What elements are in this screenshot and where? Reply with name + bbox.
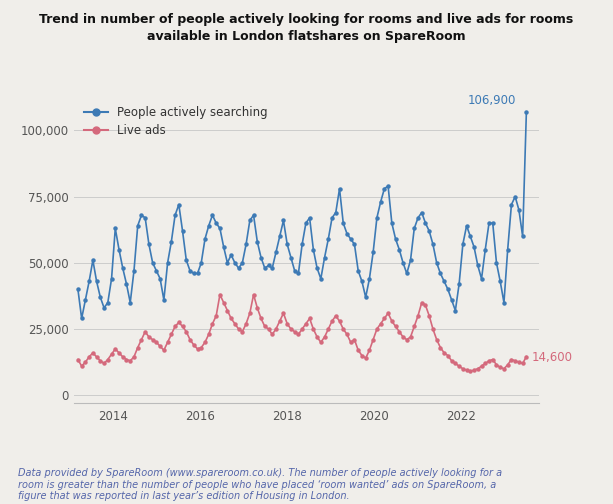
Text: Trend in number of people actively looking for rooms and live ads for rooms
avai: Trend in number of people actively looki… (39, 13, 574, 43)
Text: 106,900: 106,900 (468, 94, 516, 107)
Legend: People actively searching, Live ads: People actively searching, Live ads (84, 106, 268, 137)
Text: Data provided by SpareRoom (www.spareroom.co.uk). The number of people actively : Data provided by SpareRoom (www.spareroo… (18, 468, 503, 501)
Text: 14,600: 14,600 (532, 351, 573, 364)
